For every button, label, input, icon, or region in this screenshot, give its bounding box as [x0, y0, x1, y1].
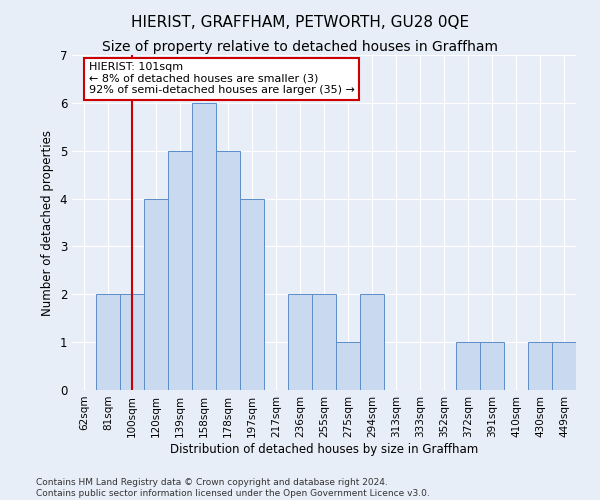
- Y-axis label: Number of detached properties: Number of detached properties: [41, 130, 54, 316]
- Bar: [192, 103, 216, 390]
- X-axis label: Distribution of detached houses by size in Graffham: Distribution of detached houses by size …: [170, 442, 478, 456]
- Bar: [336, 342, 360, 390]
- Bar: [288, 294, 312, 390]
- Bar: [120, 294, 144, 390]
- Bar: [144, 198, 168, 390]
- Bar: [480, 342, 504, 390]
- Bar: [312, 294, 336, 390]
- Text: Size of property relative to detached houses in Graffham: Size of property relative to detached ho…: [102, 40, 498, 54]
- Bar: [168, 150, 192, 390]
- Text: HIERIST: 101sqm
← 8% of detached houses are smaller (3)
92% of semi-detached hou: HIERIST: 101sqm ← 8% of detached houses …: [89, 62, 355, 96]
- Bar: [96, 294, 120, 390]
- Bar: [456, 342, 480, 390]
- Bar: [240, 198, 264, 390]
- Bar: [216, 150, 240, 390]
- Text: HIERIST, GRAFFHAM, PETWORTH, GU28 0QE: HIERIST, GRAFFHAM, PETWORTH, GU28 0QE: [131, 15, 469, 30]
- Bar: [360, 294, 384, 390]
- Bar: [552, 342, 576, 390]
- Bar: [528, 342, 552, 390]
- Text: Contains HM Land Registry data © Crown copyright and database right 2024.
Contai: Contains HM Land Registry data © Crown c…: [36, 478, 430, 498]
